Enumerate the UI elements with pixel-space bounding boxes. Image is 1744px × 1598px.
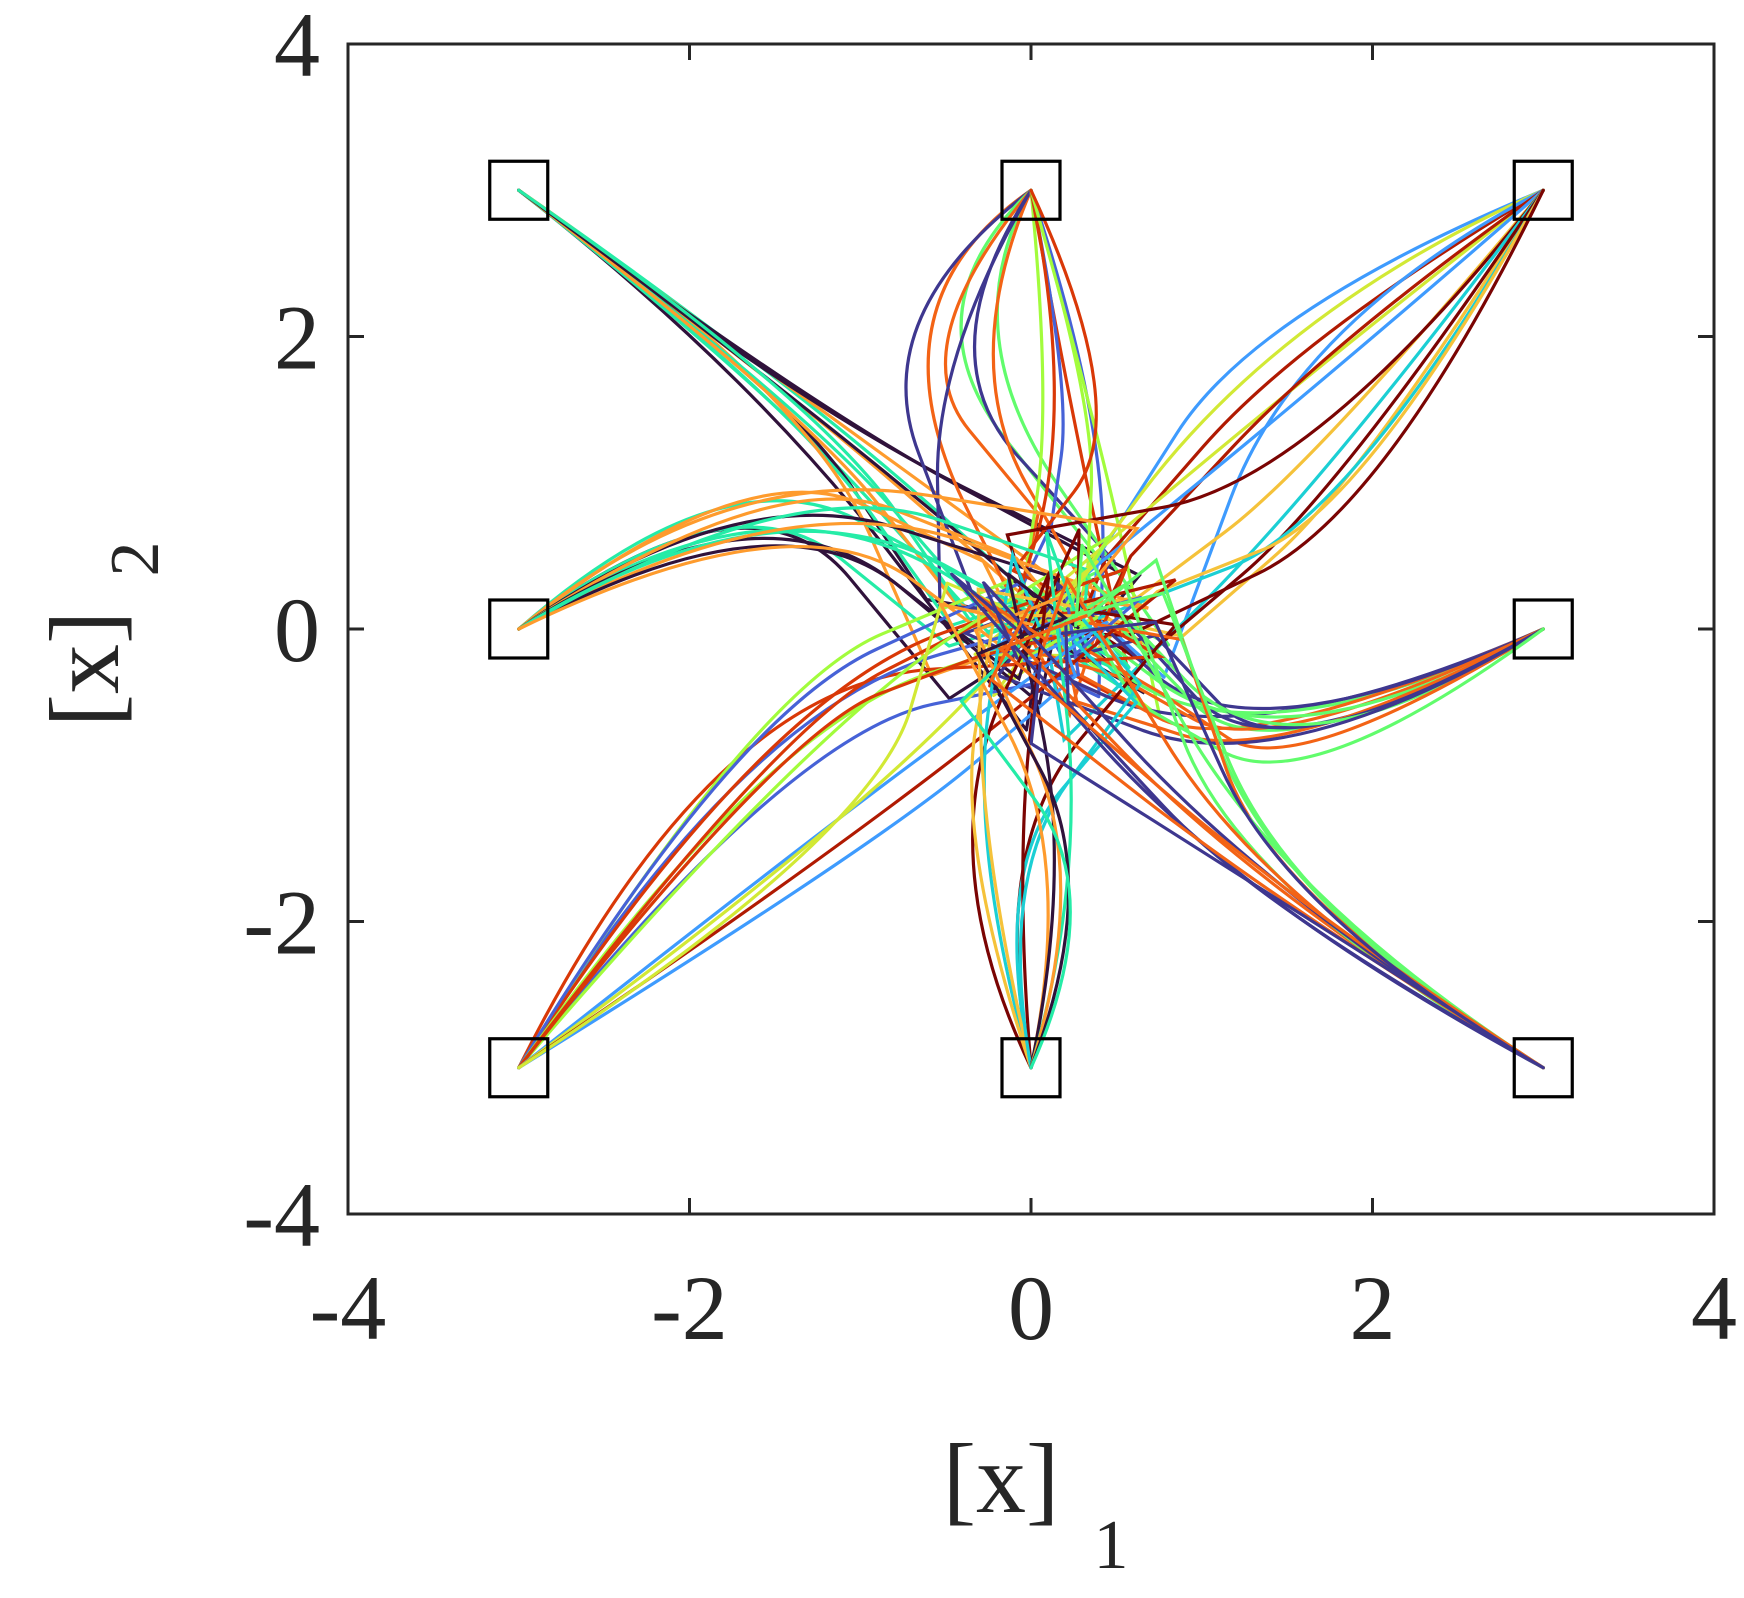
- trajectory-line: [517, 525, 1039, 648]
- y-tick-label: 0: [274, 579, 320, 681]
- trajectory-line: [1054, 580, 1545, 710]
- labels-layer: -4 -2 0 2 4 -4 -2 0 2 4 [x] 1 [x] 2: [29, 0, 1737, 1584]
- trajectory-line: [517, 188, 1041, 628]
- trajectory-line: [975, 617, 1071, 1070]
- trajectory-line: [1097, 188, 1545, 680]
- trajectory-line: [1029, 531, 1076, 1070]
- y-axis-label-group: [x] 2: [29, 542, 174, 728]
- trajectory-line: [1005, 188, 1545, 615]
- trajectory-line: [959, 639, 1072, 1070]
- trajectory-line: [517, 188, 1041, 734]
- initial-state-marker: [488, 1037, 550, 1099]
- initial-state-marker: [1512, 1037, 1574, 1099]
- trajectory-line: [1081, 627, 1545, 750]
- trajectory-line: [517, 581, 1034, 1070]
- x-tick-label: 0: [1008, 1257, 1054, 1359]
- x-tick-label: -4: [310, 1257, 387, 1359]
- y-tick-label: -4: [243, 1164, 320, 1266]
- trajectory-line: [1030, 584, 1545, 719]
- x-tick-label: 2: [1350, 1257, 1396, 1359]
- x-axis-label: [x]: [943, 1423, 1060, 1534]
- y-tick-label: 2: [274, 287, 320, 389]
- trajectory-line: [1060, 620, 1545, 1070]
- trajectory-line: [1015, 567, 1051, 1070]
- initial-state-marker: [488, 159, 550, 221]
- trajectory-line: [1029, 661, 1545, 1070]
- trajectory-line: [517, 544, 1045, 682]
- y-tick-label: 4: [274, 0, 320, 96]
- trajectory-line: [1090, 188, 1545, 639]
- y-axis-label-subscript: 2: [97, 542, 174, 577]
- x-tick-label: 4: [1691, 1257, 1737, 1359]
- trajectory-line: [982, 581, 1545, 1070]
- trajectory-line: [1005, 570, 1080, 1070]
- trajectory-layer: [517, 188, 1545, 1070]
- trajectory-line: [1093, 188, 1545, 632]
- y-axis-label: [x]: [29, 611, 140, 728]
- trajectory-line: [517, 560, 1099, 1070]
- axes-layer: [346, 42, 1716, 1216]
- trajectory-line: [517, 610, 1167, 1070]
- trajectory-line: [517, 531, 1115, 1070]
- trajectory-line: [517, 597, 1078, 1070]
- x-tick-label: -2: [651, 1257, 728, 1359]
- y-tick-label: -2: [243, 872, 320, 974]
- trajectory-line: [517, 488, 1140, 631]
- trajectory-line: [1087, 188, 1545, 639]
- trajectory-line: [517, 490, 1022, 637]
- initial-state-marker: [1000, 1037, 1062, 1099]
- trajectory-line: [943, 188, 1040, 595]
- trajectory-line: [517, 566, 1129, 1070]
- trajectory-line: [1064, 621, 1545, 1070]
- initial-state-marker: [1000, 159, 1062, 221]
- trajectory-line: [1018, 618, 1143, 1070]
- initial-state-marker: [1512, 159, 1574, 221]
- trajectory-line: [971, 529, 1081, 1070]
- marker-layer: [488, 159, 1574, 1099]
- trajectory-line: [1074, 540, 1545, 1070]
- trajectory-line: [1090, 627, 1545, 764]
- initial-state-marker: [1512, 598, 1574, 660]
- trajectory-line: [1015, 640, 1139, 1070]
- trajectory-line: [517, 620, 1108, 1070]
- trajectory-line: [973, 595, 1063, 1070]
- x-axis-label-subscript: 1: [1094, 1507, 1129, 1584]
- trajectory-line: [995, 606, 1545, 745]
- initial-state-marker: [488, 598, 550, 660]
- trajectory-line: [1071, 591, 1545, 1070]
- trajectory-line: [1010, 188, 1098, 612]
- trajectory-line: [938, 602, 1050, 1070]
